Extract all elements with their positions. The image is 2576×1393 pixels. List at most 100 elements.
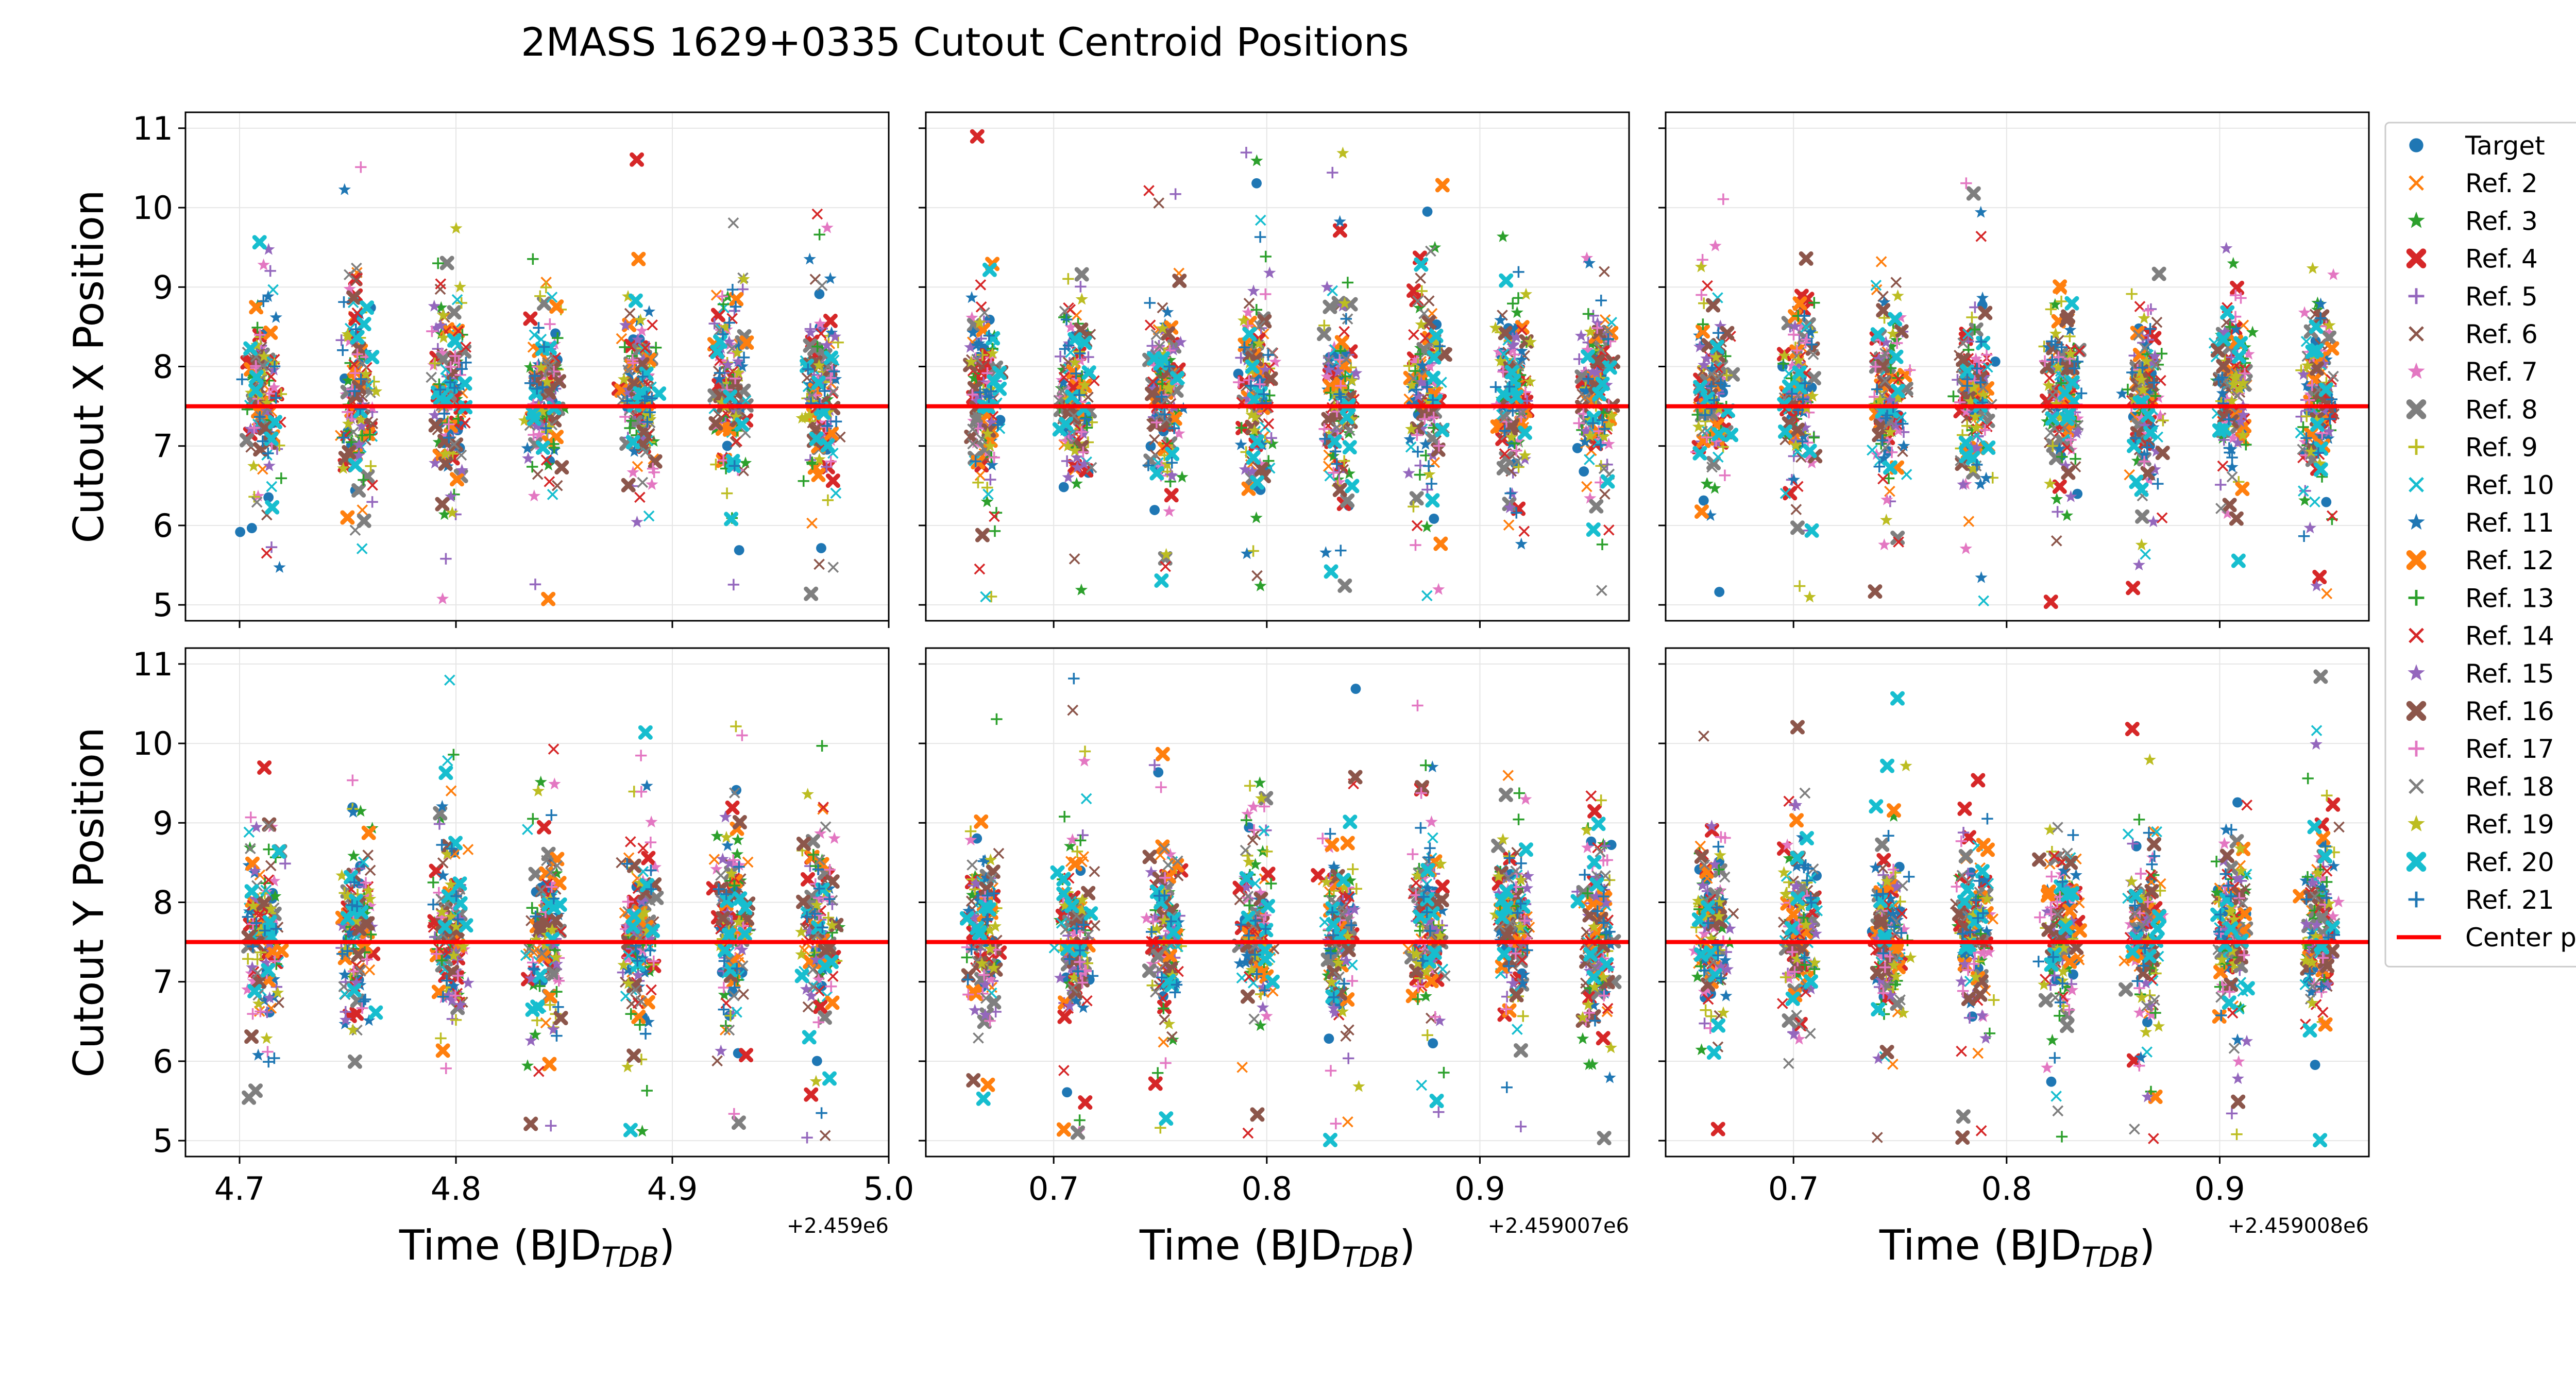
point-Ref. 17	[1260, 288, 1271, 300]
point-Ref. 8	[806, 589, 816, 599]
point-Ref. 18	[427, 372, 436, 382]
point-Ref. 20	[247, 887, 257, 896]
y-axis-label: Cutout X Position	[65, 190, 113, 543]
point-Ref. 4	[1166, 490, 1176, 500]
point-Ref. 7	[436, 592, 449, 604]
point-Ref. 17	[728, 1108, 740, 1119]
y-tick-label: 8	[153, 348, 173, 386]
point-Ref. 9	[1062, 273, 1074, 284]
point-Ref. 16	[557, 463, 567, 472]
point-Ref. 18	[339, 982, 349, 992]
y-tick-label: 6	[153, 507, 173, 545]
point-Ref. 17	[1155, 782, 1166, 793]
point-Target	[1062, 1087, 1072, 1097]
point-Ref. 2	[1885, 486, 1894, 496]
point-Ref. 2	[463, 844, 473, 854]
point-Ref. 7	[258, 259, 270, 270]
point-Ref. 3	[636, 1125, 648, 1136]
point-Ref. 14	[549, 744, 558, 754]
point-Ref. 8	[2154, 269, 2164, 279]
point-Ref. 13	[1947, 390, 1959, 402]
point-Ref. 11	[965, 291, 978, 303]
point-Ref. 13	[1597, 539, 1608, 550]
point-Ref. 12	[1436, 539, 1446, 549]
point-Ref. 21	[1596, 295, 1607, 306]
point-Ref. 21	[1144, 297, 1156, 309]
point-Ref. 7	[1163, 505, 1175, 517]
point-Ref. 19	[2307, 262, 2319, 274]
point-Target	[1699, 496, 1709, 506]
point-Ref. 4	[539, 822, 549, 832]
point-Ref. 9	[534, 291, 546, 302]
point-Target	[2321, 497, 2331, 507]
point-Ref. 14	[1144, 185, 1154, 195]
point-Ref. 3	[1071, 477, 1083, 489]
y-tick-label: 5	[153, 586, 173, 624]
point-Ref. 20	[2233, 556, 2243, 566]
point-Ref. 15	[2133, 558, 2145, 570]
point-Ref. 17	[1981, 349, 1992, 360]
point-Ref. 21	[1341, 313, 1352, 325]
point-Ref. 14	[1702, 281, 1712, 291]
y-tick-label: 10	[132, 725, 173, 762]
point-Ref. 17	[736, 729, 748, 741]
point-Ref. 17	[825, 981, 837, 992]
point-Ref. 8	[1146, 456, 1156, 466]
point-Ref. 5	[440, 553, 451, 564]
point-Ref. 13	[1059, 811, 1070, 822]
point-Ref. 17	[1697, 254, 1708, 265]
point-Ref. 6	[1090, 867, 1099, 876]
point-Ref. 20	[804, 1032, 814, 1042]
point-Ref. 15	[1247, 284, 1260, 296]
point-Ref. 21	[338, 296, 349, 308]
point-Ref. 8	[1340, 581, 1350, 590]
point-Ref. 14	[2157, 513, 2167, 523]
point-Ref. 14	[1976, 231, 1986, 241]
point-Ref. 14	[812, 209, 822, 219]
point-Ref. 16	[2158, 448, 2167, 457]
point-Ref. 14	[1059, 1065, 1069, 1075]
point-Ref. 4	[632, 155, 641, 164]
point-Ref. 14	[976, 280, 986, 290]
point-Ref. 17	[544, 318, 555, 330]
point-Ref. 17	[262, 1046, 273, 1057]
point-Ref. 2	[1964, 517, 1974, 526]
point-Ref. 15	[1263, 266, 1276, 278]
x-tick-label: 5.0	[863, 1170, 914, 1208]
point-Ref. 14	[648, 320, 657, 330]
point-Ref. 5	[2215, 479, 2226, 490]
point-Ref. 4	[526, 314, 535, 324]
point-Ref. 20	[1345, 443, 1354, 452]
point-Ref. 17	[1718, 193, 1729, 205]
point-Ref. 13	[1075, 835, 1086, 846]
point-Ref. 8	[734, 1118, 743, 1128]
point-Ref. 7	[1880, 494, 1893, 505]
point-Ref. 5	[1241, 147, 1252, 158]
point-Ref. 5	[801, 1132, 812, 1143]
point-Ref. 10	[268, 285, 278, 295]
point-Ref. 11	[1975, 571, 1987, 583]
point-Ref. 11	[252, 1049, 264, 1061]
point-Ref. 12	[277, 945, 286, 955]
point-Ref. 16	[437, 499, 447, 509]
point-Ref. 7	[646, 478, 658, 490]
point-Target	[235, 527, 245, 537]
point-Ref. 3	[2227, 257, 2240, 269]
y-tick-label: 7	[153, 963, 173, 1001]
point-Ref. 10	[2141, 549, 2150, 559]
point-Ref. 10	[644, 511, 654, 521]
point-Ref. 3	[535, 776, 547, 788]
point-Ref. 5	[2052, 506, 2063, 517]
point-Ref. 19	[1891, 290, 1904, 301]
point-Ref. 11	[640, 779, 653, 791]
point-Ref. 14	[646, 985, 656, 995]
data-points	[1690, 177, 2341, 606]
panel-r1-c3	[1658, 112, 2369, 628]
point-Ref. 13	[814, 229, 825, 240]
point-Ref. 15	[969, 1004, 981, 1016]
point-Ref. 5	[545, 1120, 556, 1131]
point-Ref. 5	[2299, 485, 2311, 497]
point-Ref. 12	[1437, 180, 1447, 190]
y-tick-label: 8	[153, 884, 173, 922]
